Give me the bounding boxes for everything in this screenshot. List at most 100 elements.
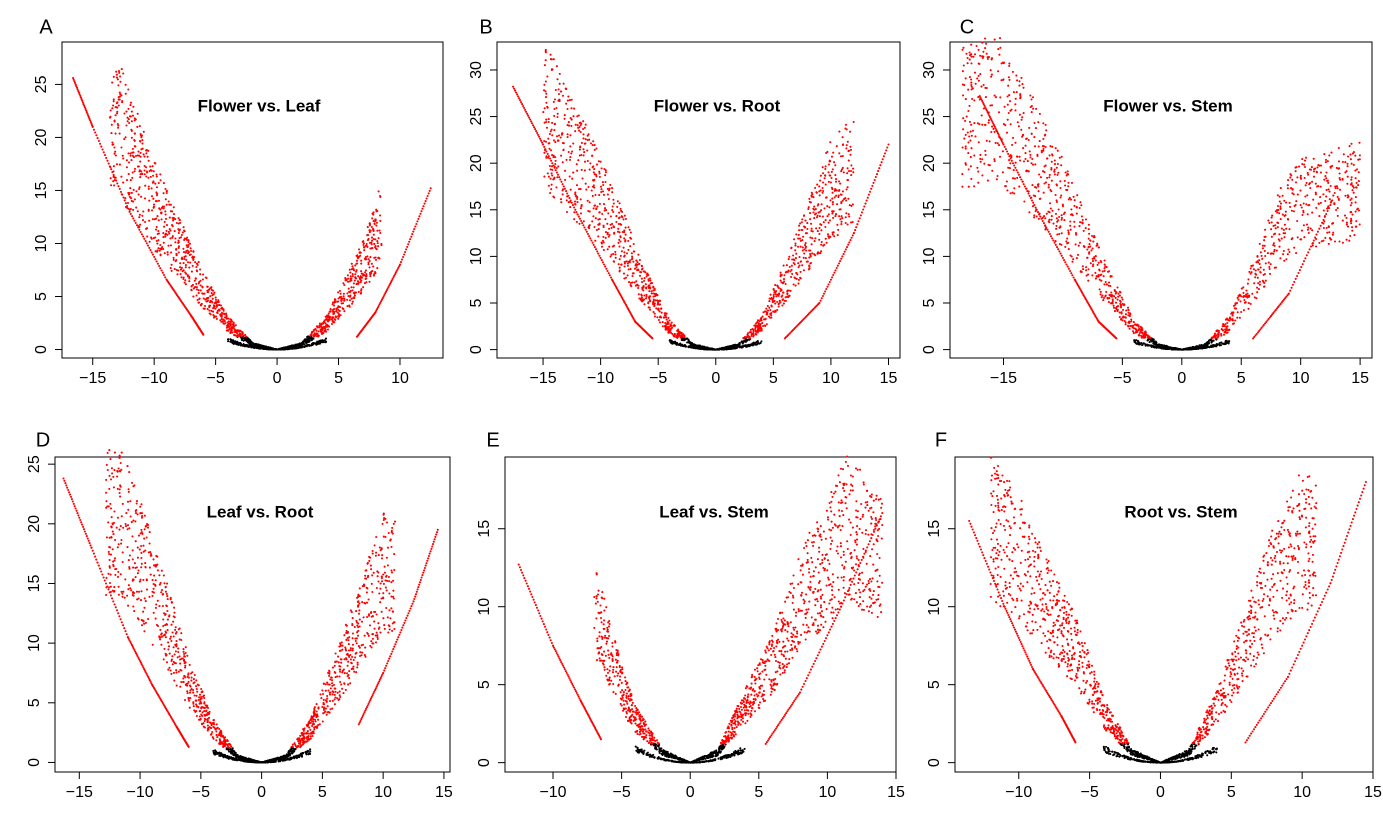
significant-point bbox=[118, 72, 120, 74]
significant-point bbox=[1312, 245, 1314, 247]
significant-point bbox=[123, 112, 125, 114]
significant-point bbox=[840, 215, 842, 217]
panel-b-frame bbox=[497, 42, 900, 358]
significant-point bbox=[619, 231, 621, 233]
significant-point bbox=[162, 232, 164, 234]
significant-point bbox=[981, 124, 983, 126]
significant-point bbox=[122, 157, 124, 159]
significant-point bbox=[160, 254, 162, 256]
significant-point bbox=[369, 223, 371, 225]
significant-point bbox=[218, 308, 220, 310]
significant-point bbox=[222, 321, 224, 323]
significant-point bbox=[192, 296, 194, 298]
significant-point bbox=[371, 212, 373, 214]
line-point bbox=[852, 234, 854, 236]
significant-point bbox=[337, 318, 339, 320]
significant-point bbox=[606, 223, 608, 225]
significant-point bbox=[835, 178, 837, 180]
significant-point bbox=[620, 208, 622, 210]
significant-point bbox=[756, 322, 758, 324]
significant-point bbox=[643, 280, 645, 282]
significant-point bbox=[848, 150, 850, 152]
significant-point bbox=[116, 74, 118, 76]
significant-point bbox=[207, 297, 209, 299]
significant-point bbox=[375, 247, 377, 249]
significant-point bbox=[185, 283, 187, 285]
significant-point bbox=[185, 255, 187, 257]
significant-point bbox=[1039, 140, 1041, 142]
significant-point bbox=[313, 334, 315, 336]
line-point bbox=[605, 268, 607, 270]
significant-point bbox=[170, 251, 172, 253]
significant-point bbox=[852, 171, 854, 173]
significant-point bbox=[1323, 179, 1325, 181]
significant-point bbox=[838, 180, 840, 182]
significant-point bbox=[1338, 147, 1340, 149]
significant-point bbox=[794, 249, 796, 251]
significant-point bbox=[1262, 245, 1264, 247]
significant-point bbox=[819, 215, 821, 217]
line-point bbox=[148, 247, 150, 249]
significant-point bbox=[147, 156, 149, 158]
significant-point bbox=[1236, 317, 1238, 319]
significant-point bbox=[1133, 332, 1135, 334]
significant-point bbox=[798, 256, 800, 258]
significant-point bbox=[543, 152, 545, 154]
nonsignificant-point bbox=[739, 346, 741, 348]
line-point bbox=[409, 238, 411, 240]
significant-point bbox=[168, 204, 170, 206]
significant-point bbox=[1326, 227, 1328, 229]
line-point bbox=[108, 163, 110, 165]
significant-point bbox=[608, 236, 610, 238]
significant-point bbox=[568, 201, 570, 203]
line-point bbox=[110, 168, 112, 170]
significant-point bbox=[1021, 116, 1023, 118]
line-point bbox=[567, 195, 569, 197]
significant-point bbox=[976, 45, 978, 47]
significant-point bbox=[556, 135, 558, 137]
significant-point bbox=[131, 130, 133, 132]
significant-point bbox=[972, 130, 974, 132]
significant-point bbox=[563, 149, 565, 151]
significant-point bbox=[978, 80, 980, 82]
significant-point bbox=[809, 212, 811, 214]
significant-point bbox=[1284, 224, 1286, 226]
significant-point bbox=[1044, 228, 1046, 230]
significant-point bbox=[1353, 192, 1355, 194]
significant-point bbox=[979, 55, 981, 57]
significant-point bbox=[1350, 204, 1352, 206]
significant-point bbox=[124, 197, 126, 199]
significant-point bbox=[113, 98, 115, 100]
significant-point bbox=[1261, 255, 1263, 257]
significant-point bbox=[811, 237, 813, 239]
significant-point bbox=[594, 204, 596, 206]
significant-point bbox=[594, 149, 596, 151]
significant-point bbox=[369, 273, 371, 275]
significant-point bbox=[802, 246, 804, 248]
significant-point bbox=[203, 297, 205, 299]
significant-point bbox=[652, 311, 654, 313]
significant-point bbox=[826, 215, 828, 217]
significant-point bbox=[1045, 165, 1047, 167]
line-point bbox=[594, 246, 596, 248]
significant-point bbox=[755, 333, 757, 335]
significant-point bbox=[230, 330, 232, 332]
nonsignificant-point bbox=[303, 340, 305, 342]
significant-point bbox=[233, 322, 235, 324]
line-point bbox=[846, 246, 848, 248]
significant-point bbox=[362, 241, 364, 243]
significant-point bbox=[643, 285, 645, 287]
significant-point bbox=[126, 179, 128, 181]
significant-point bbox=[810, 223, 812, 225]
significant-point bbox=[998, 144, 1000, 146]
significant-point bbox=[612, 211, 614, 213]
line-point bbox=[147, 245, 149, 247]
significant-point bbox=[138, 170, 140, 172]
significant-point bbox=[1023, 160, 1025, 162]
line-point bbox=[428, 192, 430, 194]
significant-point bbox=[126, 117, 128, 119]
significant-point bbox=[968, 105, 970, 107]
significant-point bbox=[1278, 238, 1280, 240]
significant-point bbox=[833, 231, 835, 233]
significant-point bbox=[804, 244, 806, 246]
